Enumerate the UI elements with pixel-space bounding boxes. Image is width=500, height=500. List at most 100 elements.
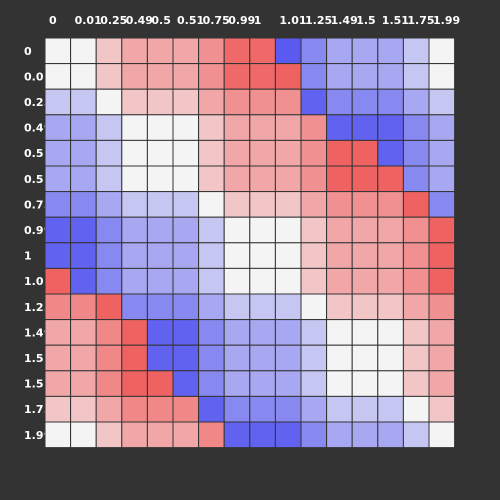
heatmap-cell xyxy=(146,114,174,141)
heatmap-cell xyxy=(377,293,404,321)
heatmap-cell xyxy=(249,242,276,269)
heatmap-cell xyxy=(70,114,97,141)
x-tick-label: 1.51 xyxy=(382,14,409,27)
heatmap-cell xyxy=(44,63,72,90)
heatmap-cell xyxy=(70,421,97,449)
heatmap-cell xyxy=(44,216,72,244)
heatmap-cell xyxy=(351,421,379,449)
x-tick-label: 1.01 xyxy=(279,14,306,27)
heatmap-cell xyxy=(44,319,72,346)
heatmap-cell xyxy=(223,267,251,295)
heatmap-cell xyxy=(428,114,456,141)
heatmap-cell xyxy=(326,165,353,193)
heatmap-cell xyxy=(428,88,456,116)
heatmap-cell xyxy=(70,395,97,423)
heatmap-cell xyxy=(95,63,123,90)
heatmap-cell xyxy=(70,216,97,244)
heatmap-cell xyxy=(172,267,200,295)
heatmap-cell xyxy=(402,344,430,372)
heatmap-cell xyxy=(121,37,148,65)
heatmap-cell xyxy=(95,395,123,423)
heatmap-cell xyxy=(402,370,430,397)
heatmap-cell xyxy=(428,216,456,244)
heatmap-cell xyxy=(95,191,123,218)
heatmap-cell xyxy=(249,63,276,90)
heatmap-cell xyxy=(95,165,123,193)
heatmap-cell xyxy=(44,370,72,397)
x-tick-label: 1.75 xyxy=(407,14,434,27)
heatmap-cell xyxy=(95,88,123,116)
y-tick-label: 0.75 xyxy=(24,198,51,211)
heatmap-cell xyxy=(377,267,404,295)
heatmap-cell xyxy=(377,139,404,167)
heatmap-cell xyxy=(223,319,251,346)
heatmap-cell xyxy=(428,37,456,65)
y-tick-label: 0.51 xyxy=(24,173,51,186)
heatmap-cell xyxy=(300,191,328,218)
heatmap-cell xyxy=(274,191,302,218)
heatmap-cell xyxy=(300,139,328,167)
heatmap-cell xyxy=(223,370,251,397)
heatmap-cell xyxy=(428,242,456,269)
heatmap-cell xyxy=(70,319,97,346)
heatmap-cell xyxy=(121,370,148,397)
y-tick-label: 1.5 xyxy=(24,352,44,365)
heatmap-cell xyxy=(274,88,302,116)
heatmap-cell xyxy=(274,319,302,346)
heatmap-cell xyxy=(428,370,456,397)
heatmap-cell xyxy=(402,421,430,449)
heatmap-cell xyxy=(351,216,379,244)
heatmap-cell xyxy=(377,242,404,269)
heatmap-cell xyxy=(121,88,148,116)
heatmap-cell xyxy=(121,114,148,141)
heatmap-cell xyxy=(121,319,148,346)
heatmap-cell xyxy=(198,114,225,141)
heatmap-cell xyxy=(351,63,379,90)
heatmap-cell xyxy=(95,242,123,269)
heatmap-cell xyxy=(300,293,328,321)
heatmap-cell xyxy=(377,88,404,116)
heatmap-cell xyxy=(377,216,404,244)
heatmap-cell xyxy=(121,139,148,167)
heatmap-cell xyxy=(146,267,174,295)
heatmap-cell xyxy=(172,421,200,449)
heatmap-cell xyxy=(223,242,251,269)
x-tick-label: 0.25 xyxy=(100,14,127,27)
heatmap-cell xyxy=(402,37,430,65)
heatmap-cell xyxy=(300,395,328,423)
heatmap-cell xyxy=(249,37,276,65)
heatmap-cell xyxy=(198,319,225,346)
heatmap-cell xyxy=(428,267,456,295)
heatmap-cell xyxy=(274,421,302,449)
heatmap-cell xyxy=(223,395,251,423)
heatmap-cell xyxy=(172,88,200,116)
heatmap-cell xyxy=(223,293,251,321)
heatmap-cell xyxy=(70,88,97,116)
heatmap-cell xyxy=(121,63,148,90)
heatmap-cell xyxy=(223,344,251,372)
x-tick-label: 1.5 xyxy=(356,14,376,27)
heatmap-cell xyxy=(274,242,302,269)
heatmap-cell xyxy=(121,165,148,193)
heatmap-cell xyxy=(198,139,225,167)
heatmap-cell xyxy=(377,395,404,423)
heatmap-cell xyxy=(300,216,328,244)
heatmap-cell xyxy=(351,88,379,116)
heatmap-cell xyxy=(249,319,276,346)
heatmap-cell xyxy=(198,267,225,295)
heatmap-cell xyxy=(44,395,72,423)
heatmap-cell xyxy=(223,191,251,218)
y-tick-label: 0.25 xyxy=(24,96,51,109)
heatmap-cell xyxy=(44,139,72,167)
heatmap-cell xyxy=(377,319,404,346)
y-tick-label: 1.99 xyxy=(24,429,51,442)
heatmap-cell xyxy=(249,293,276,321)
y-tick-label: 1.75 xyxy=(24,403,51,416)
heatmap-cell xyxy=(274,216,302,244)
heatmap-cell xyxy=(70,370,97,397)
y-tick-label: 1.49 xyxy=(24,326,51,339)
heatmap-cell xyxy=(223,421,251,449)
x-tick-label: 0.49 xyxy=(126,14,153,27)
heatmap-cell xyxy=(70,165,97,193)
